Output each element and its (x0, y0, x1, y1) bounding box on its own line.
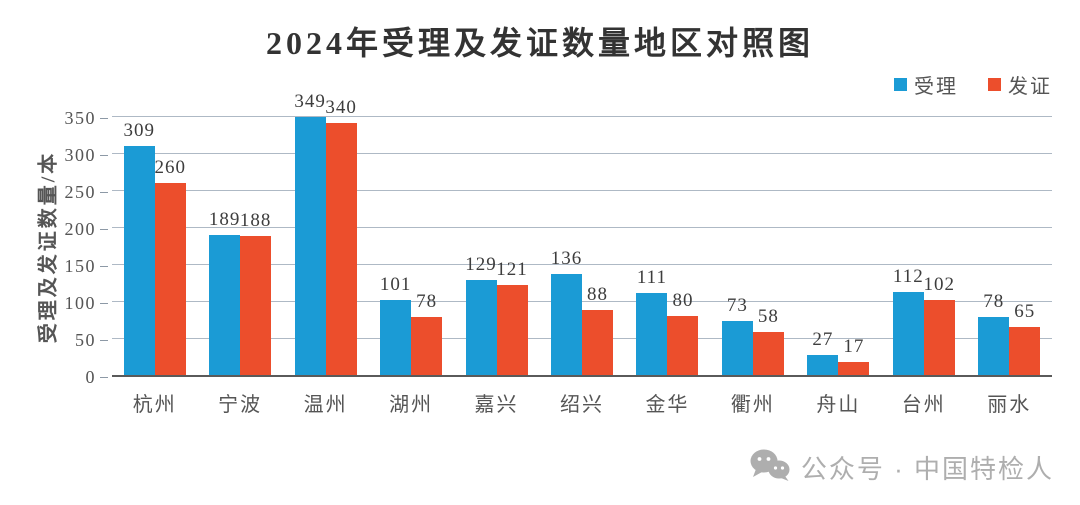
bar-value-label: 73 (726, 294, 748, 316)
bar-value-label: 349 (294, 90, 326, 112)
bar-series-0: 309 (123, 120, 155, 375)
bar-value-label: 102 (923, 273, 956, 295)
bar-group: 27 17 舟山 (796, 118, 881, 416)
bar-series-1: 121 (496, 259, 528, 375)
bar-series-1: 88 (581, 284, 613, 375)
bar-value-label: 78 (983, 291, 1005, 313)
wechat-icon (749, 448, 791, 487)
x-category-label: 台州 (901, 394, 946, 416)
bar-group: 129 121 嘉兴 (454, 118, 539, 416)
bar-value-label: 188 (239, 209, 272, 231)
bar-series-1: 80 (667, 290, 699, 375)
bar-group: 309 260 杭州 (112, 118, 197, 416)
bar-series-1: 340 (325, 97, 357, 375)
bar-series-0: 111 (636, 267, 668, 375)
y-tick-label: 0 (85, 367, 107, 387)
legend-swatch (988, 78, 1001, 91)
bar-series-1: 58 (752, 306, 784, 375)
y-axis-ticks: 0 50 100 150 200 250 300 350 (0, 108, 112, 387)
y-tick-label: 300 (64, 145, 108, 165)
gridline (112, 153, 1052, 154)
bar-group: 73 58 衢州 (710, 118, 795, 416)
gridline (112, 116, 1052, 117)
bar-value-label: 27 (812, 329, 834, 351)
bar-group: 112 102 台州 (881, 118, 966, 416)
bar-series-0: 136 (551, 248, 582, 375)
bar-value-label: 112 (892, 266, 924, 288)
bar-series-0: 101 (380, 274, 412, 375)
gridline (112, 264, 1052, 265)
x-category-label: 金华 (645, 394, 690, 416)
bar-series-0: 78 (978, 291, 1010, 375)
chart-title: 2024年受理及发证数量地区对照图 (265, 25, 814, 61)
bar-series-1: 260 (154, 157, 186, 375)
watermark: 公众号 · 中国特检人 (749, 448, 1054, 487)
bar-value-label: 17 (843, 336, 865, 358)
legend-label: 受理 (914, 76, 958, 98)
legend-swatch (894, 78, 907, 91)
bar-value-label: 309 (123, 120, 155, 142)
bar-group: 189 188 宁波 (197, 118, 282, 416)
x-category-label: 丽水 (987, 394, 1032, 416)
bar-value-label: 65 (1014, 300, 1036, 322)
legend: 受理 发证 (894, 70, 1052, 99)
bar-series-1: 188 (240, 210, 272, 375)
y-tick-label: 250 (64, 182, 108, 202)
bar-series-0: 189 (209, 209, 241, 375)
bar-group: 349 340 温州 (283, 91, 368, 416)
bar-group: 78 65 丽水 (967, 118, 1052, 416)
y-tick-label: 100 (64, 293, 108, 313)
bar-value-label: 58 (757, 306, 779, 328)
bar-value-label: 260 (154, 156, 186, 178)
bar-value-label: 80 (672, 289, 694, 311)
bar-value-label: 111 (636, 266, 667, 288)
watermark-text: 公众号 · 中国特检人 (800, 454, 1054, 484)
bar-series-1: 17 (838, 336, 870, 375)
bar-series-0: 112 (892, 266, 924, 375)
y-tick-label: 50 (75, 330, 108, 350)
bar-group: 136 88 绍兴 (539, 118, 624, 416)
y-tick-label: 350 (64, 108, 108, 128)
bar-series-0: 129 (465, 254, 497, 375)
gridline (112, 301, 1052, 302)
bar-series-0: 27 (807, 329, 839, 375)
legend-item: 受理 (894, 70, 958, 99)
legend-label: 发证 (1008, 76, 1052, 98)
bar-value-label: 101 (379, 274, 412, 296)
x-category-label: 衢州 (730, 394, 775, 416)
bar-value-label: 121 (496, 259, 528, 281)
y-tick-label: 150 (64, 256, 108, 276)
bar-series-1: 102 (924, 274, 955, 375)
bar-value-label: 136 (550, 248, 583, 270)
x-category-label: 湖州 (389, 394, 434, 416)
legend-item: 发证 (988, 70, 1052, 99)
bar-series-1: 65 (1009, 301, 1041, 375)
gridline (112, 227, 1052, 228)
x-category-label: 宁波 (218, 394, 263, 416)
x-category-label: 舟山 (816, 394, 861, 416)
plot-area: 309 260 杭州 189 188 宁波 349 340 温州 101 78 湖州 129 121 嘉兴 1… (112, 91, 1052, 416)
bar-value-label: 78 (416, 291, 438, 313)
bar-value-label: 129 (465, 253, 497, 275)
bar-value-label: 189 (208, 209, 241, 231)
bar-series-0: 73 (721, 295, 753, 375)
x-category-label: 温州 (303, 394, 348, 416)
bar-group: 111 80 金华 (625, 118, 710, 416)
bar-series-0: 349 (294, 91, 326, 375)
x-category-label: 绍兴 (559, 394, 604, 416)
y-tick-label: 200 (64, 219, 108, 239)
x-category-label: 嘉兴 (474, 394, 519, 416)
bar-groups: 309 260 杭州 189 188 宁波 349 340 温州 101 78 湖州 129 121 嘉兴 1… (112, 91, 1052, 416)
bar-group: 101 78 湖州 (368, 118, 453, 416)
x-category-label: 杭州 (132, 394, 177, 416)
gridline (112, 190, 1052, 191)
bar-value-label: 88 (586, 283, 608, 305)
bar-value-label: 340 (325, 97, 357, 119)
bar-series-1: 78 (411, 291, 443, 375)
